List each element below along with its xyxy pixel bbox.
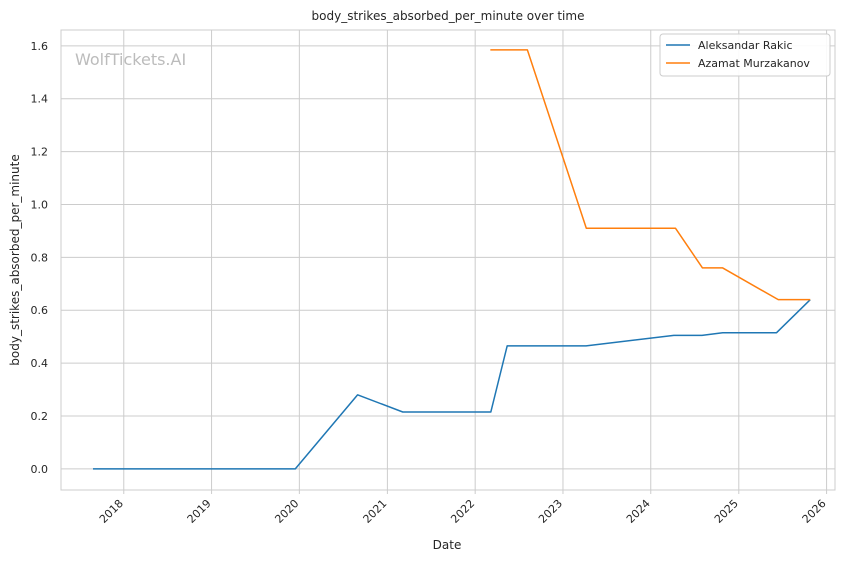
series-line-azamat-murzakanov xyxy=(490,49,811,301)
y-tick-label-0.4: 0.4 xyxy=(31,357,49,370)
y-tick-label-0.0: 0.0 xyxy=(31,463,49,476)
y-tick-label-1.2: 1.2 xyxy=(31,146,49,159)
x-tick-label-2021: 2021 xyxy=(361,497,390,526)
y-tick-label-1.6: 1.6 xyxy=(31,40,49,53)
y-tick-label-1.0: 1.0 xyxy=(31,198,49,211)
y-tick-label-1.4: 1.4 xyxy=(31,93,49,106)
x-tick-label-2019: 2019 xyxy=(185,497,214,526)
series xyxy=(92,49,811,470)
y-axis-label: body_strikes_absorbed_per_minute xyxy=(8,154,22,365)
x-axis-label: Date xyxy=(433,538,462,552)
plot-frame xyxy=(60,29,836,491)
tick-labels: 2018 2019 2020 2021 2022 2023 2024 2025 2026 0.0 0… xyxy=(31,40,829,526)
grid xyxy=(61,30,835,490)
y-tick-label-0.2: 0.2 xyxy=(31,410,49,423)
legend-label-aleksandar-rakic: Aleksandar Rakic xyxy=(698,39,793,52)
legend: Aleksandar Rakic Azamat Murzakanov xyxy=(659,33,831,77)
x-tick-label-2022: 2022 xyxy=(448,497,477,526)
x-tick-label-2025: 2025 xyxy=(712,497,741,526)
y-tick-label-0.6: 0.6 xyxy=(31,304,49,317)
x-tick-label-2026: 2026 xyxy=(800,497,829,526)
legend-box xyxy=(659,33,831,77)
x-tick-label-2018: 2018 xyxy=(97,497,126,526)
legend-label-azamat-murzakanov: Azamat Murzakanov xyxy=(698,57,810,70)
chart-title: body_strikes_absorbed_per_minute over ti… xyxy=(312,9,585,23)
watermark: WolfTickets.AI xyxy=(75,50,186,69)
x-tick-label-2024: 2024 xyxy=(624,497,653,526)
y-tick-label-0.8: 0.8 xyxy=(31,251,49,264)
x-tick-label-2023: 2023 xyxy=(536,497,565,526)
series-line-aleksandar-rakic xyxy=(92,299,811,470)
x-tick-label-2020: 2020 xyxy=(272,497,301,526)
